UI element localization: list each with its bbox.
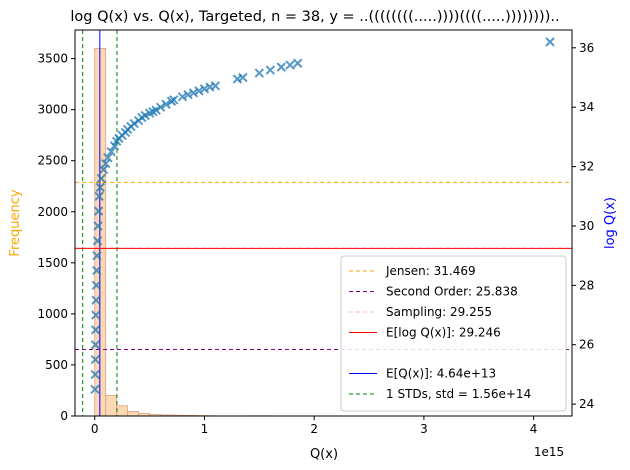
legend-label: 1 STDs, std = 1.56e+14 xyxy=(386,387,531,401)
y-left-tick-label: 3500 xyxy=(37,52,68,66)
scatter-point xyxy=(155,102,166,112)
y-right-tick-label: 36 xyxy=(579,41,594,55)
plot-frame xyxy=(74,29,573,417)
y-left-tick-label: 500 xyxy=(45,358,68,372)
scatter-point xyxy=(96,173,107,184)
y-right-tick-label: 34 xyxy=(579,100,594,114)
scatter-point xyxy=(265,65,275,75)
scatter-point xyxy=(103,152,113,163)
legend-box xyxy=(340,255,567,412)
scatter-point xyxy=(238,72,248,83)
legend-label: Jensen: 31.469 xyxy=(385,264,476,278)
scatter-point xyxy=(276,62,286,72)
scatter-point xyxy=(91,310,101,320)
legend-label: E[Q(x)]: 4.64e+13 xyxy=(386,367,496,381)
histogram-bar xyxy=(105,395,118,417)
x-tick-label: 3 xyxy=(420,422,428,436)
legend: Jensen: 31.469 Second Order: 25.838 Sampli… xyxy=(340,255,567,412)
y-right-tick-label: 28 xyxy=(579,278,594,292)
scatter-point xyxy=(93,206,104,216)
scatter-point xyxy=(177,92,188,102)
scatter-point xyxy=(92,250,102,261)
scatter-point xyxy=(98,164,109,175)
scatter-point xyxy=(106,147,116,157)
y-right-tick-label: 26 xyxy=(579,338,594,352)
chart-title: log Q(x) vs. Q(x), Targeted, n = 38, y =… xyxy=(70,9,559,25)
scatter-point xyxy=(183,90,193,100)
y-left-tick-label: 3000 xyxy=(37,103,68,117)
scatter-point xyxy=(94,191,104,201)
scatter-point xyxy=(101,158,111,169)
y-left-tick-label: 2500 xyxy=(37,154,68,168)
scatter-point xyxy=(161,99,171,109)
y-left-tick-label: 1500 xyxy=(37,256,68,270)
x-offset-label: 1e15 xyxy=(534,445,564,459)
scatter-point xyxy=(210,81,221,91)
scatter-point xyxy=(90,354,101,365)
scatter-point xyxy=(188,88,199,98)
y-left-tick-label: 1000 xyxy=(37,307,68,321)
y-left-tick-label: 2000 xyxy=(37,205,68,219)
scatter-point xyxy=(140,110,150,121)
y-left-axis-label: Frequency xyxy=(8,189,23,256)
legend-label: Sampling: 29.255 xyxy=(386,305,492,319)
scatter-point xyxy=(151,105,161,115)
x-tick-label: 1 xyxy=(201,422,209,436)
scatter-point xyxy=(293,58,303,68)
scatter-point xyxy=(545,37,555,47)
legend-label: E[log Q(x)]: 29.246 xyxy=(386,326,501,340)
y-right-tick-label: 24 xyxy=(579,397,594,411)
y-right-axis-label: log Q(x) xyxy=(603,197,618,249)
x-tick-label: 4 xyxy=(530,422,538,436)
scatter-point xyxy=(90,340,101,350)
x-tick-label: 0 xyxy=(91,422,99,436)
scatter-point xyxy=(199,84,210,94)
plot-area: 0 1 2 3 405001000150020002500300035002426283… xyxy=(37,29,594,436)
y-left-tick-label: 0 xyxy=(60,409,68,423)
scatter-point xyxy=(129,118,139,129)
scatter-point xyxy=(93,221,103,231)
scatter-point xyxy=(91,295,101,305)
scatter-point xyxy=(169,95,179,105)
scatter-point xyxy=(95,182,105,193)
histogram-bar xyxy=(116,405,129,417)
histogram-bar xyxy=(127,411,140,417)
scatter-point xyxy=(285,60,295,70)
scatter-point xyxy=(90,384,100,394)
scatter-point xyxy=(90,369,100,380)
scatter-point xyxy=(92,265,102,276)
y-right-tick-label: 30 xyxy=(579,219,594,233)
scatter-point xyxy=(254,68,265,78)
scatter-point xyxy=(194,86,204,96)
x-axis-label: Q(x) xyxy=(310,447,338,462)
scatter-point xyxy=(92,236,103,246)
x-tick-label: 2 xyxy=(310,422,318,436)
scatter-point xyxy=(91,280,102,291)
legend-label: Second Order: 25.838 xyxy=(386,285,518,299)
scatter-point xyxy=(90,325,101,335)
y-right-tick-label: 32 xyxy=(579,160,594,174)
